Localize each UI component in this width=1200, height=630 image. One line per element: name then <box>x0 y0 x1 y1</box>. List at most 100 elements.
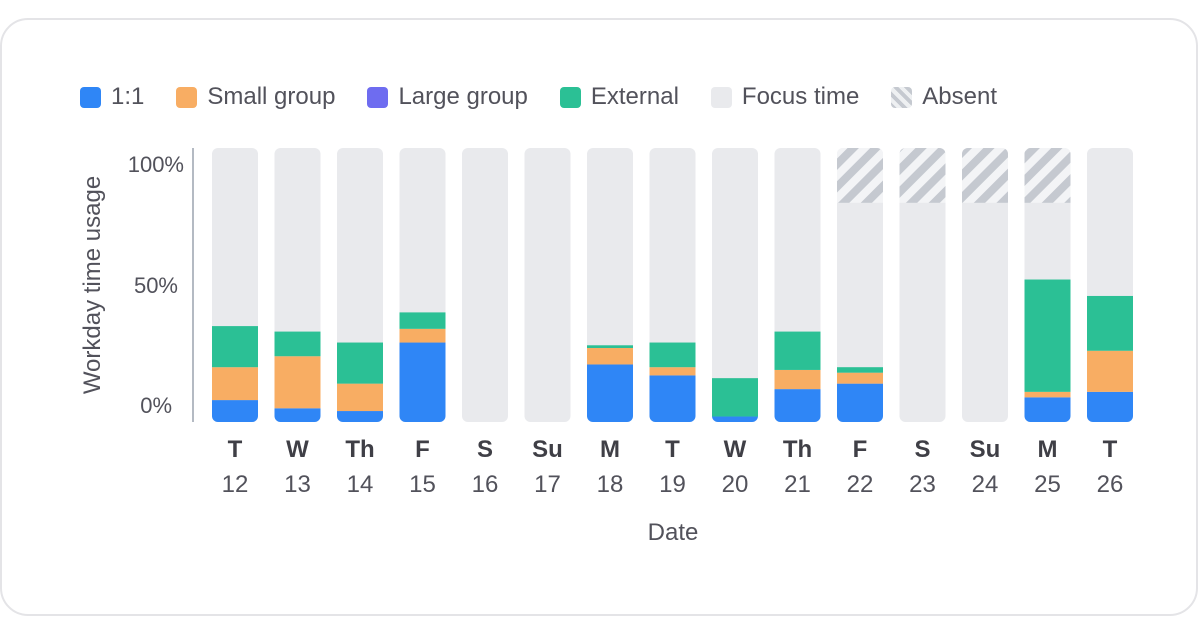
bar-segment-small-group[interactable] <box>649 367 696 376</box>
x-tick-labels: T 12 W 13 Th 14 F 15 S 16 Su 17 M 18 T 19 W 20 Th 21 F 22 S 23 S… <box>222 436 1124 498</box>
bar-segment-one-on-one[interactable] <box>399 342 446 422</box>
bar-segment-external[interactable] <box>274 331 321 357</box>
x-tick-date: 26 <box>1097 471 1124 498</box>
bar-segment-absent[interactable] <box>1024 148 1071 203</box>
bar-segment-external[interactable] <box>1087 295 1133 351</box>
x-tick-date: 23 <box>909 471 936 498</box>
legend-label-focus-time: Focus time <box>741 83 860 110</box>
bar-segment-one-on-one[interactable] <box>337 411 383 422</box>
x-tick-date: 14 <box>347 471 374 498</box>
bar-segment-one-on-one[interactable] <box>774 389 821 422</box>
bar-segment-external[interactable] <box>712 378 758 417</box>
bar-t-12[interactable] <box>212 148 258 422</box>
bar-t-19[interactable] <box>649 148 696 422</box>
bar-s-23[interactable] <box>899 148 946 422</box>
x-tick-date: 19 <box>659 471 686 498</box>
bar-w-13[interactable] <box>274 148 321 422</box>
x-tick-date: 18 <box>597 471 624 498</box>
bar-w-20[interactable] <box>712 148 758 422</box>
legend-swatch-absent <box>891 86 913 108</box>
bar-m-18[interactable] <box>587 148 633 422</box>
legend-swatch-large-group <box>367 86 389 108</box>
legend-label-small-group: Small group <box>207 83 336 110</box>
legend-swatch-small-group <box>176 86 198 108</box>
bar-th-14[interactable] <box>337 148 383 422</box>
x-tick-day: S <box>914 436 930 463</box>
x-tick-day: W <box>724 436 747 463</box>
bar-segment-external[interactable] <box>212 326 258 368</box>
bar-segment-focus[interactable] <box>462 148 508 422</box>
legend-item-large-group[interactable]: Large group <box>367 83 528 111</box>
x-tick-date: 22 <box>847 471 874 498</box>
x-tick-date: 25 <box>1034 471 1061 498</box>
bar-t-26[interactable] <box>1087 148 1133 422</box>
legend-swatch-one-on-one <box>80 86 101 108</box>
y-tick-label: 100% <box>128 152 184 177</box>
bar-segment-one-on-one[interactable] <box>1087 391 1133 422</box>
legend-item-absent[interactable]: Absent <box>891 83 997 111</box>
x-tick-date: 17 <box>534 471 561 498</box>
legend-swatch-focus-time <box>710 86 732 108</box>
bar-segment-small-group[interactable] <box>774 369 821 390</box>
bar-f-22[interactable] <box>837 148 883 422</box>
legend-label-one-on-one: 1:1 <box>111 83 145 110</box>
x-tick-date: 15 <box>409 471 436 498</box>
x-tick-day: F <box>415 436 430 463</box>
legend-swatch-external <box>559 86 581 108</box>
bar-segment-external[interactable] <box>837 367 883 373</box>
legend-item-external[interactable]: External <box>559 83 679 111</box>
bar-m-25[interactable] <box>1024 148 1071 422</box>
x-tick-date: 16 <box>472 471 499 498</box>
bar-segment-absent[interactable] <box>962 148 1008 203</box>
bar-segment-absent[interactable] <box>899 148 946 203</box>
bar-segment-absent[interactable] <box>837 148 883 203</box>
legend-item-one-on-one[interactable]: 1:1 <box>80 83 144 111</box>
bar-su-24[interactable] <box>962 148 1008 422</box>
legend-label-large-group: Large group <box>398 83 528 110</box>
x-tick-day: T <box>228 436 243 463</box>
bar-segment-small-group[interactable] <box>399 328 446 343</box>
x-tick-day: Th <box>345 436 374 463</box>
bar-su-17[interactable] <box>524 148 571 422</box>
x-tick-day: W <box>286 436 309 463</box>
x-axis-title: Date <box>648 519 699 546</box>
legend-label-absent: Absent <box>922 83 998 110</box>
bar-segment-focus[interactable] <box>524 148 571 422</box>
bar-segment-small-group[interactable] <box>837 372 883 384</box>
bar-segment-one-on-one[interactable] <box>212 400 258 422</box>
y-tick-label: 50% <box>134 273 178 298</box>
bar-segment-small-group[interactable] <box>337 383 383 412</box>
bar-s-16[interactable] <box>462 148 508 422</box>
x-tick-day: F <box>853 436 868 463</box>
bar-f-15[interactable] <box>399 148 446 422</box>
bar-segment-external[interactable] <box>337 342 383 384</box>
bar-segment-external[interactable] <box>1024 279 1071 392</box>
bar-segment-one-on-one[interactable] <box>837 383 883 422</box>
bar-segment-external[interactable] <box>587 345 633 349</box>
bar-segment-small-group[interactable] <box>212 367 258 401</box>
legend-item-focus-time[interactable]: Focus time <box>710 83 860 111</box>
bar-segment-focus[interactable] <box>712 148 758 422</box>
bar-segment-external[interactable] <box>399 312 446 329</box>
bar-segment-one-on-one[interactable] <box>1024 397 1071 422</box>
legend-item-small-group[interactable]: Small group <box>176 83 335 111</box>
x-tick-day: M <box>600 436 620 463</box>
bar-segment-small-group[interactable] <box>1024 391 1071 398</box>
x-tick-date: 20 <box>722 471 749 498</box>
bar-segment-one-on-one[interactable] <box>712 416 758 422</box>
x-tick-day: M <box>1038 436 1058 463</box>
bars-group <box>212 148 1133 422</box>
x-tick-day: Su <box>970 436 1001 463</box>
bar-segment-external[interactable] <box>774 331 821 370</box>
y-axis-title: Workday time usage <box>79 176 106 394</box>
bar-segment-small-group[interactable] <box>1087 350 1133 392</box>
bar-segment-one-on-one[interactable] <box>587 364 633 422</box>
bar-segment-small-group[interactable] <box>274 356 321 409</box>
bar-segment-one-on-one[interactable] <box>649 375 696 422</box>
x-tick-day: T <box>1103 436 1118 463</box>
bar-segment-external[interactable] <box>649 342 696 368</box>
bar-th-21[interactable] <box>774 148 821 422</box>
y-tick-label: 0% <box>140 393 172 418</box>
bar-segment-small-group[interactable] <box>587 348 633 365</box>
bar-segment-one-on-one[interactable] <box>274 408 321 422</box>
